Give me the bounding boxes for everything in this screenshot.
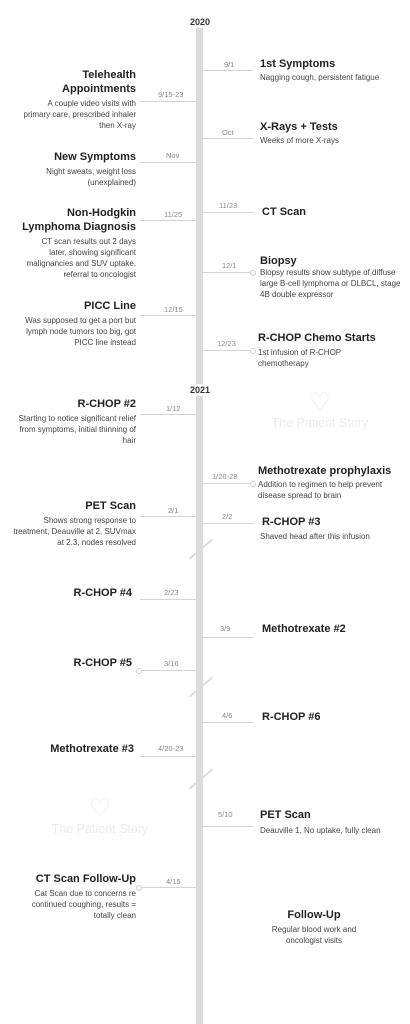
connector-line <box>203 272 253 273</box>
event-title: R-CHOP Chemo Starts <box>258 332 376 344</box>
event-title: X-Rays + Tests <box>260 121 338 133</box>
watermark: ♡ The Patient Story <box>30 795 170 837</box>
event-date: 3/16 <box>164 659 179 668</box>
connector-line <box>203 826 253 827</box>
connector-line <box>140 756 196 757</box>
event-description: Nagging cough, persistent fatigue <box>260 73 380 82</box>
connector-line <box>140 101 196 102</box>
event-title: Follow-Up <box>287 909 341 921</box>
event-title: 1st Symptoms <box>260 58 336 70</box>
connector-line <box>203 483 253 484</box>
event-title: R-CHOP #5 <box>73 657 132 669</box>
event-description: Starting to notice significant relief fr… <box>18 414 136 445</box>
event-description: Addition to regimen to help prevent dise… <box>258 480 383 500</box>
event-date: 1/26-28 <box>212 472 238 481</box>
event-date: 5/10 <box>218 810 233 819</box>
connector-line <box>140 162 196 163</box>
connector-line <box>203 722 253 723</box>
event-description: Regular blood work and oncologist visits <box>271 925 357 945</box>
event-date: Oct <box>222 128 234 137</box>
connector-line <box>140 220 196 221</box>
event-description: Cat Scan due to concerns re continued co… <box>31 889 136 920</box>
heart-logo-icon: ♡ <box>309 389 331 416</box>
event-date: 2/23 <box>164 588 179 597</box>
connector-line <box>203 138 253 139</box>
event-description: Was supposed to get a port but lymph nod… <box>25 316 136 347</box>
event-title: PICC Line <box>84 300 136 312</box>
event-date: 11/25 <box>164 210 183 219</box>
event-date: 12/15 <box>164 305 183 314</box>
watermark-text: The Patient Story <box>51 822 149 836</box>
event-title: Biopsy <box>260 255 297 267</box>
event-title: Methotrexate prophylaxis <box>258 465 392 477</box>
connector-dot <box>136 885 142 891</box>
connector-dot <box>250 270 256 276</box>
event-description: Shows strong response to treatment, Deau… <box>13 516 136 547</box>
event-date: 2/2 <box>222 512 233 521</box>
event-date: 4/15 <box>166 877 181 886</box>
event-date: 11/23 <box>219 201 238 210</box>
connector-line <box>140 887 196 888</box>
event-date: 4/20-23 <box>158 744 184 753</box>
connector-line <box>203 350 253 351</box>
event-title: R-CHOP #2 <box>77 398 136 410</box>
event-date: 12/1 <box>222 261 237 270</box>
watermark-text: The Patient Story <box>271 416 369 430</box>
connector-line <box>203 70 253 71</box>
event-date: 9/15-23 <box>158 90 184 99</box>
event-date: 4/6 <box>222 711 233 720</box>
event-date: 12/23 <box>217 339 236 348</box>
connector-dot <box>250 481 256 487</box>
event-title: R-CHOP #4 <box>73 587 132 599</box>
event-date: 3/9 <box>220 624 231 633</box>
event-title: R-CHOP #3 <box>262 516 321 528</box>
connector-dot <box>136 668 142 674</box>
connector-line <box>203 523 253 524</box>
timeline-axis <box>196 28 203 1024</box>
event-title: CT Scan <box>262 206 307 218</box>
event-description: Shaved head after this infusion <box>260 532 370 541</box>
connector-line <box>203 637 253 638</box>
event-description: CT scan results out 2 days later, showin… <box>26 237 136 279</box>
event-date: 1/12 <box>166 404 181 413</box>
connector-line <box>140 315 196 316</box>
event-description: 1st infusion of R-CHOP chemotherapy <box>258 348 341 368</box>
connector-line <box>140 414 196 415</box>
event-date: 2/1 <box>168 506 179 515</box>
year-label-2020: 2020 <box>170 16 230 28</box>
event-title: PET Scan <box>260 809 311 821</box>
year-label-2021: 2021 <box>170 384 230 396</box>
event-title: R-CHOP #6 <box>262 711 321 723</box>
heart-logo-icon: ♡ <box>89 795 111 822</box>
connector-line <box>140 670 196 671</box>
connector-dot <box>250 348 256 354</box>
event-date: Nov <box>166 151 180 160</box>
watermark: ♡ The Patient Story <box>250 389 390 431</box>
event-title: PET Scan <box>85 500 136 512</box>
event-description: Night sweats, weight loss (unexplained) <box>46 167 136 187</box>
event-title: CT Scan Follow-Up <box>35 873 136 885</box>
event-description: Deauville 1, No uptake, fully clean <box>260 826 381 835</box>
event-description: Biopsy results show subtype of diffuse l… <box>260 268 401 299</box>
event-title: Methotrexate #3 <box>50 743 134 755</box>
event-title: Non-Hodgkin Lymphoma Diagnosis <box>22 207 136 233</box>
event-title: New Symptoms <box>54 151 136 163</box>
event-description: A couple video visits with primary care,… <box>23 99 137 130</box>
event-title: Methotrexate #2 <box>262 623 346 635</box>
connector-line <box>140 516 196 517</box>
event-description: Weeks of more X-rays <box>260 136 339 145</box>
connector-line <box>140 599 196 600</box>
event-date: 9/1 <box>224 60 235 69</box>
event-title: Telehealth Appointments <box>62 69 136 95</box>
connector-line <box>203 212 253 213</box>
